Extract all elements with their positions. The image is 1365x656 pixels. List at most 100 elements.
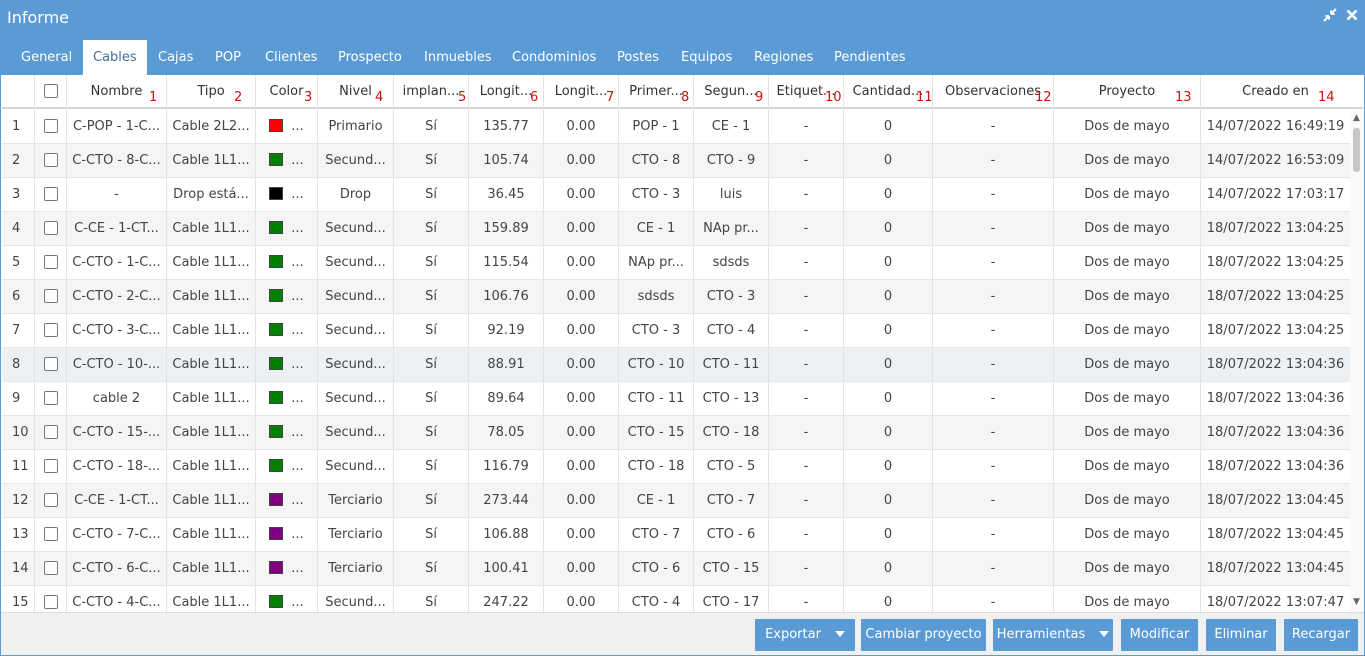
reload-button[interactable]: Recargar — [1284, 619, 1358, 651]
tools-button[interactable]: Herramientas — [993, 619, 1113, 651]
header-implantado[interactable]: implan... — [394, 75, 469, 109]
cell-nivel: Terciario — [318, 552, 394, 585]
row-checkbox[interactable] — [43, 526, 58, 541]
tab-cajas[interactable]: Cajas — [158, 50, 194, 65]
table-row[interactable]: 10 C-CTO - 15-... Cable 1L1...... Secund...… — [2, 416, 1350, 450]
cell-longitud-1: 159.89 — [469, 212, 544, 245]
row-checkbox[interactable] — [43, 356, 58, 371]
cell-observaciones: - — [933, 144, 1054, 177]
cell-segundo: CTO - 5 — [694, 450, 769, 483]
scroll-thumb[interactable] — [1353, 128, 1360, 172]
cell-creado-en: 18/07/2022 13:04:25 — [1206, 221, 1345, 236]
cell-select — [35, 450, 67, 483]
cell-proyecto: Dos de mayo — [1054, 382, 1201, 415]
cell-observaciones: - — [933, 450, 1054, 483]
tab-general[interactable]: General — [21, 50, 73, 65]
row-checkbox[interactable] — [43, 220, 58, 235]
export-button[interactable]: Exportar — [755, 619, 855, 651]
cell-tipo: Cable 1L1... — [167, 382, 256, 415]
cell-proyecto: Dos de mayo — [1054, 280, 1201, 313]
table-row[interactable]: 7 C-CTO - 3-C... Cable 1L1...... Secund... S… — [2, 314, 1350, 348]
delete-button[interactable]: Eliminar — [1206, 619, 1276, 651]
tab-postes[interactable]: Postes — [617, 50, 659, 65]
cell-primer: CTO - 6 — [619, 552, 694, 585]
table-row[interactable]: 4 C-CE - 1-CT... Cable 1L1...... Secund... S… — [2, 212, 1350, 246]
cell-primer: CTO - 3 — [619, 178, 694, 211]
tab-bar: General Cables Cajas POP Clientes Prospe… — [1, 35, 1364, 75]
table-row[interactable]: 1 C-POP - 1-C... Cable 2L2...... Primario Sí… — [2, 110, 1350, 144]
select-all-checkbox[interactable] — [43, 83, 58, 98]
row-checkbox[interactable] — [43, 458, 58, 473]
tab-equipos[interactable]: Equipos — [681, 50, 733, 65]
scroll-up-icon[interactable]: ▲ — [1353, 113, 1360, 123]
modify-button[interactable]: Modificar — [1121, 619, 1198, 651]
row-checkbox[interactable] — [43, 560, 58, 575]
tab-pop[interactable]: POP — [215, 50, 241, 65]
table-row[interactable]: 5 C-CTO - 1-C... Cable 1L1...... Secund... S… — [2, 246, 1350, 280]
cell-longitud-2: 0.00 — [544, 586, 619, 612]
header-etiqueta[interactable]: Etiquet... — [769, 75, 844, 109]
tab-prospecto[interactable]: Prospecto — [338, 50, 402, 65]
tab-condominios[interactable]: Condominios — [512, 50, 597, 65]
table-row[interactable]: 8 C-CTO - 10-... Cable 1L1...... Secund... S… — [2, 348, 1350, 382]
header-label: Color — [269, 84, 304, 99]
tab-cables[interactable]: Cables — [83, 40, 147, 75]
row-checkbox[interactable] — [43, 118, 58, 133]
cell-etiqueta: - — [769, 246, 844, 279]
row-checkbox[interactable] — [43, 186, 58, 201]
cell-color: ... — [256, 518, 318, 551]
cell-primer: CTO - 11 — [619, 382, 694, 415]
table-row[interactable]: 12 C-CE - 1-CT... Cable 1L1...... Terciario… — [2, 484, 1350, 518]
cell-nombre: C-CTO - 6-C... — [67, 552, 167, 585]
header-label: Tipo — [197, 84, 225, 99]
header-creado-en[interactable]: Creado en — [1201, 75, 1350, 109]
scroll-down-icon[interactable]: ▼ — [1353, 597, 1360, 607]
collapse-arrows-icon[interactable] — [1322, 8, 1338, 26]
header-nombre[interactable]: Nombre — [67, 75, 167, 109]
header-observaciones[interactable]: Observaciones — [933, 75, 1054, 109]
header-proyecto[interactable]: Proyecto — [1054, 75, 1201, 109]
row-checkbox[interactable] — [43, 322, 58, 337]
header-segundo[interactable]: Segun... — [694, 75, 769, 109]
tab-clientes[interactable]: Clientes — [265, 50, 318, 65]
cell-etiqueta: - — [769, 586, 844, 612]
vertical-scrollbar[interactable]: ▲ ▼ — [1350, 110, 1363, 612]
table-row[interactable]: 13 C-CTO - 7-C... Cable 1L1...... Terciario… — [2, 518, 1350, 552]
tab-inmuebles[interactable]: Inmuebles — [424, 50, 492, 65]
cell-primer: sdsds — [619, 280, 694, 313]
header-cantidad[interactable]: Cantidad... — [844, 75, 933, 109]
cell-rownum: 4 — [2, 212, 35, 245]
change-project-button[interactable]: Cambiar proyecto — [861, 619, 986, 651]
row-checkbox[interactable] — [43, 288, 58, 303]
row-checkbox[interactable] — [43, 254, 58, 269]
row-checkbox[interactable] — [43, 492, 58, 507]
table-row[interactable]: 11 C-CTO - 18-... Cable 1L1...... Secund...… — [2, 450, 1350, 484]
cell-longitud-2: 0.00 — [544, 484, 619, 517]
table-row[interactable]: 15 C-CTO - 4-C... Cable 1L1...... Secund...… — [2, 586, 1350, 612]
cell-color: ... — [256, 110, 318, 143]
tab-regiones[interactable]: Regiones — [754, 50, 814, 65]
cell-etiqueta: - — [769, 144, 844, 177]
cell-longitud-2: 0.00 — [544, 348, 619, 381]
row-checkbox[interactable] — [43, 152, 58, 167]
header-primer[interactable]: Primer... — [619, 75, 694, 109]
header-nivel[interactable]: Nivel — [318, 75, 394, 109]
title-bar[interactable]: Informe — [1, 1, 1364, 35]
row-checkbox[interactable] — [43, 594, 58, 609]
close-icon[interactable] — [1344, 8, 1360, 26]
table-row[interactable]: 2 C-CTO - 8-C... Cable 1L1...... Secund... S… — [2, 144, 1350, 178]
row-checkbox[interactable] — [43, 424, 58, 439]
table-row[interactable]: 9 cable 2 Cable 1L1...... Secund... Sí 89.64 0… — [2, 382, 1350, 416]
table-row[interactable]: 6 C-CTO - 2-C... Cable 1L1...... Secund... S… — [2, 280, 1350, 314]
header-color[interactable]: Color — [256, 75, 318, 109]
cell-longitud-1: 92.19 — [469, 314, 544, 347]
cell-creado-en: 18/07/2022 13:04:45 — [1206, 493, 1345, 508]
row-checkbox[interactable] — [43, 390, 58, 405]
header-longitud-2[interactable]: Longit... — [544, 75, 619, 109]
header-tipo[interactable]: Tipo — [167, 75, 256, 109]
table-row[interactable]: 14 C-CTO - 6-C... Cable 1L1...... Terciario… — [2, 552, 1350, 586]
reload-label: Recargar — [1291, 627, 1351, 642]
header-longitud-1[interactable]: Longit... — [469, 75, 544, 109]
tab-pendientes[interactable]: Pendientes — [834, 50, 906, 65]
